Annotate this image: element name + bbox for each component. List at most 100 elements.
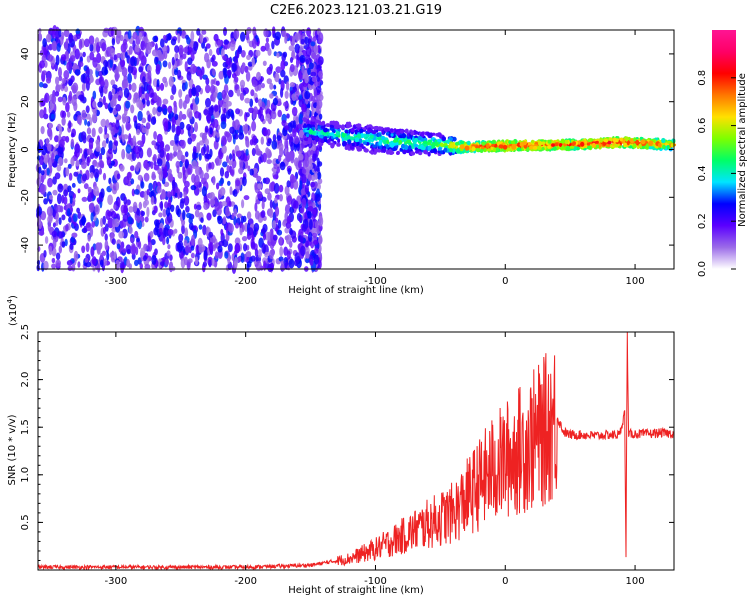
noise-cell [238,45,242,55]
noise-cell [115,29,122,36]
noise-cell [138,66,144,73]
noise-cell [162,208,167,218]
noise-cell [285,81,290,91]
noise-cell [284,35,288,44]
noise-cell [273,163,278,170]
noise-cell [251,120,257,132]
noise-cell [130,178,135,185]
noise-cell [283,246,289,256]
noise-cell [180,139,186,149]
noise-cell [267,138,272,144]
noise-cell [219,187,226,196]
noise-cell [223,67,228,79]
noise-cell [194,96,200,105]
noise-cell [165,207,171,217]
noise-cell [277,219,282,229]
colorbar [712,30,736,269]
noise-cell [127,65,134,74]
noise-cell [63,29,70,38]
signal-cell [423,140,428,144]
noise-cell [179,121,185,130]
noise-cell [68,216,72,223]
signal-cell [608,137,613,142]
noise-cell [156,133,163,144]
noise-cell [62,96,67,106]
noise-cell [215,111,220,118]
noise-cell [156,185,162,194]
noise-cell [89,164,95,175]
signal-cell [359,128,364,133]
noise-cell [182,209,186,221]
noise-cell [281,29,287,38]
noise-cell [203,249,208,261]
noise-cell [282,51,288,58]
noise-cell [39,109,45,119]
noise-cell [165,258,169,266]
noise-cell [77,261,81,268]
noise-cell [40,126,45,135]
noise-cell [76,207,80,213]
noise-cell [136,237,140,243]
noise-cell [176,165,180,174]
signal-cell [475,145,480,149]
noise-cell [192,103,198,114]
noise-cell [170,189,176,197]
noise-cell [178,98,183,109]
noise-cell [289,82,295,88]
noise-cell [312,36,317,42]
noise-cell [97,101,103,108]
snr-multiplier-open: (x10 [8,303,19,326]
noise-cell [243,87,249,95]
noise-cell [166,191,172,198]
noise-cell [307,67,311,76]
noise-cell [211,257,215,267]
noise-cell [203,143,207,154]
noise-cell [138,31,143,41]
noise-cell [307,162,313,170]
noise-cell [267,263,273,273]
noise-cell [280,87,284,98]
noise-cell [305,58,310,65]
signal-cell [551,140,555,144]
noise-cell [278,256,284,262]
noise-cell [102,95,106,106]
signal-cell [327,139,332,142]
noise-cell [308,62,314,70]
snr-y-tick-label: 0.5 [20,514,31,530]
signal-cell [320,125,326,129]
noise-cell [42,38,47,48]
noise-cell [184,61,188,72]
noise-cell [106,156,112,167]
noise-cell [183,46,189,54]
noise-cell [54,172,61,180]
noise-cell [225,109,231,119]
noise-cell [316,99,323,110]
noise-cell [231,113,235,121]
noise-cell [221,145,227,154]
noise-cell [123,204,128,215]
noise-cell [115,104,122,112]
noise-cell [206,114,212,124]
noise-cell [119,164,125,172]
noise-cell [289,64,295,73]
signal-cell [396,131,401,136]
noise-cell [208,231,214,238]
signal-cell [428,141,432,146]
noise-cell [66,61,73,71]
signal-cell [580,141,585,147]
noise-cell [69,243,74,250]
noise-cell [108,124,112,131]
noise-cell [50,113,55,120]
signal-cell [317,125,321,129]
noise-cell [269,182,275,192]
signal-cell [507,147,512,152]
noise-cell [143,81,149,92]
noise-cell [244,97,251,104]
noise-cell [177,171,183,179]
signal-cell [404,128,409,134]
signal-cell [552,146,557,151]
signal-cell [406,139,411,144]
signal-cell [369,135,374,139]
noise-cell [36,177,42,187]
noise-cell [301,65,305,74]
